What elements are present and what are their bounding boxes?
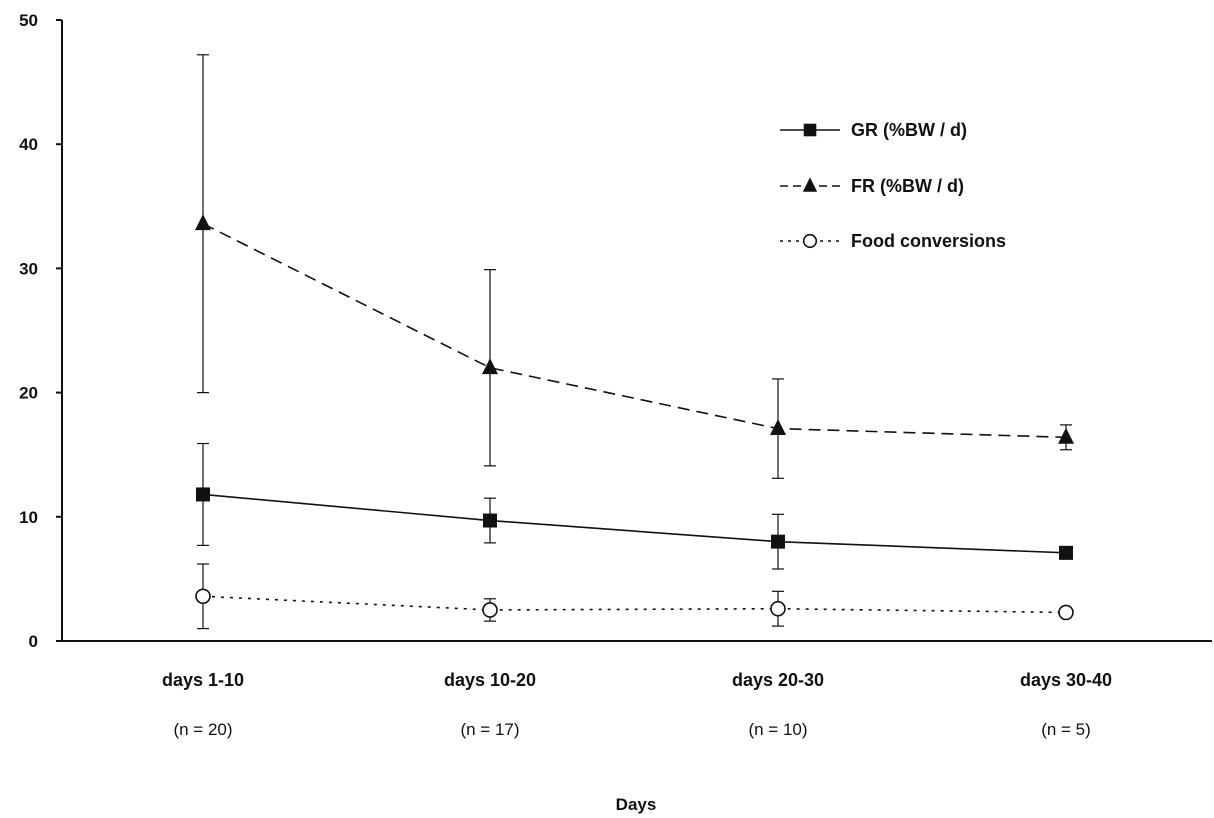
axes: [61, 20, 1212, 642]
data-point-gr-bw-d-4: [1059, 545, 1073, 560]
legend-entry-gr-bw-d: GR (%BW / d): [780, 120, 967, 140]
series-line-food-conversions: [202, 595, 1067, 614]
series-gr-bw-d: [196, 442, 1073, 570]
data-point-food-conversions-2: [482, 602, 498, 618]
y-tick-label-10: 10: [19, 508, 38, 527]
legend-marker-food-conversions: [802, 233, 818, 249]
x-category-label-days-1-10: days 1-10: [162, 670, 244, 690]
x-sample-size-days-30-40: (n = 5): [1041, 720, 1091, 739]
data-point-fr-bw-d-3: [770, 419, 786, 436]
data-point-gr-bw-d-1: [196, 487, 210, 502]
y-ticks: 0 10 20 30 40 50: [19, 11, 62, 651]
series-line-fr-bw-d: [202, 222, 1067, 439]
legend-label-fr-bw-d: FR (%BW / d): [851, 176, 964, 196]
data-point-gr-bw-d-2: [483, 513, 497, 528]
legend: GR (%BW / d) FR (%BW / d) Food conversions: [780, 120, 1006, 251]
legend-marker-gr-bw-d: [803, 123, 817, 137]
legend-entry-food-conversions: Food conversions: [780, 231, 1006, 251]
x-sample-size-days-10-20: (n = 17): [460, 720, 519, 739]
x-sample-size-days-20-30: (n = 10): [748, 720, 807, 739]
y-tick-label-50: 50: [19, 11, 38, 30]
x-categories: days 1-10 (n = 20) days 10-20 (n = 17) days …: [162, 670, 1112, 739]
x-axis-title: Days: [616, 795, 657, 814]
data-point-gr-bw-d-3: [771, 534, 785, 549]
data-point-food-conversions-4: [1058, 604, 1074, 621]
x-category-label-days-10-20: days 10-20: [444, 670, 536, 690]
series-food-conversions: [195, 563, 1074, 630]
y-tick-label-20: 20: [19, 384, 38, 403]
data-point-fr-bw-d-4: [1058, 427, 1074, 444]
legend-label-gr-bw-d: GR (%BW / d): [851, 120, 967, 140]
series-line-gr-bw-d: [202, 493, 1067, 554]
data-point-fr-bw-d-1: [195, 214, 211, 231]
data-point-fr-bw-d-2: [482, 358, 498, 375]
series-layer: [195, 54, 1074, 630]
series-fr-bw-d: [195, 54, 1074, 479]
y-tick-label-40: 40: [19, 135, 38, 154]
data-point-food-conversions-1: [195, 588, 211, 605]
x-category-label-days-20-30: days 20-30: [732, 670, 824, 690]
x-sample-size-days-1-10: (n = 20): [173, 720, 232, 739]
legend-label-food-conversions: Food conversions: [851, 231, 1006, 251]
legend-entry-fr-bw-d: FR (%BW / d): [780, 176, 964, 196]
data-point-food-conversions-3: [770, 600, 786, 617]
legend-marker-fr-bw-d: [802, 177, 818, 192]
y-tick-label-30: 30: [19, 259, 38, 278]
y-tick-label-0: 0: [29, 632, 38, 651]
x-category-label-days-30-40: days 30-40: [1020, 670, 1112, 690]
